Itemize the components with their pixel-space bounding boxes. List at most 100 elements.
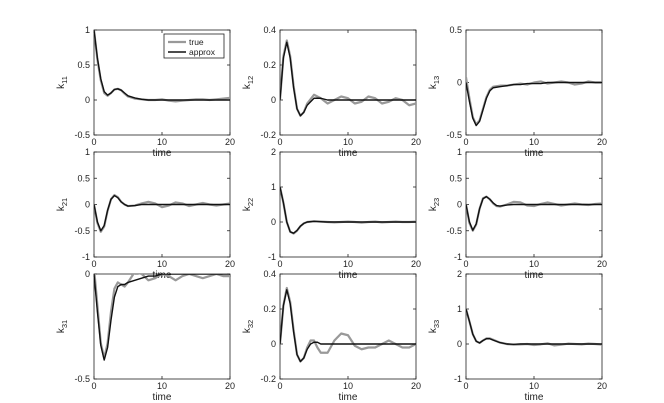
x-tick-label: 10: [529, 259, 539, 269]
y-axis-label: k33: [428, 320, 441, 333]
y-tick-label: 2: [457, 269, 462, 279]
y-tick-label: 1: [457, 147, 462, 157]
y-axis-label-base: k: [242, 205, 253, 211]
y-tick-label: 0: [271, 217, 276, 227]
y-tick-label: 0.2: [263, 60, 276, 70]
series-line-approx: [280, 186, 416, 234]
x-tick-label: 10: [343, 259, 353, 269]
axes-box: [279, 273, 417, 380]
series-line-approx: [280, 289, 416, 363]
y-tick-label: 0: [85, 200, 90, 210]
series-line-approx: [94, 274, 230, 361]
y-axis-label-subscript: 23: [432, 198, 441, 206]
axes-box: [279, 29, 417, 136]
y-axis-label-subscript: 21: [60, 198, 69, 206]
series-line-true: [466, 77, 602, 126]
axes-box: [465, 273, 603, 380]
y-tick-label: 0.2: [263, 304, 276, 314]
x-tick-label: 10: [157, 381, 167, 391]
y-axis-label-base: k: [242, 83, 253, 89]
y-axis-label-base: k: [56, 205, 67, 211]
y-tick-label: -1: [454, 374, 462, 384]
y-axis-label-base: k: [428, 327, 439, 333]
y-tick-label: 1: [457, 304, 462, 314]
y-tick-label: -0.5: [74, 226, 90, 236]
x-axis-label: time: [525, 392, 544, 403]
y-tick-label: -0.5: [74, 374, 90, 384]
y-tick-label: 1: [85, 25, 90, 35]
y-tick-label: 0.5: [449, 25, 462, 35]
series-line-true: [280, 39, 416, 117]
y-tick-label: 1: [271, 182, 276, 192]
series-line-true: [466, 195, 602, 232]
x-tick-label: 20: [597, 259, 607, 269]
series-line-true: [94, 193, 230, 233]
y-tick-label: 0: [457, 78, 462, 88]
x-tick-label: 20: [411, 381, 421, 391]
series-line-true: [94, 274, 230, 360]
x-tick-label: 20: [225, 381, 235, 391]
y-axis-label: k12: [242, 76, 255, 89]
y-tick-label: -0.2: [260, 374, 276, 384]
x-tick-label: 10: [529, 381, 539, 391]
y-axis-label-subscript: 12: [246, 76, 255, 84]
y-axis-label-base: k: [428, 205, 439, 211]
y-axis-label: k32: [242, 320, 255, 333]
series-line-approx: [280, 41, 416, 117]
y-axis-label-base: k: [56, 327, 67, 333]
x-tick-label: 0: [463, 137, 468, 147]
y-axis-label-base: k: [56, 83, 67, 89]
x-tick-label: 0: [277, 381, 282, 391]
x-tick-label: 0: [463, 259, 468, 269]
y-tick-label: 0: [85, 95, 90, 105]
series-line-approx: [94, 30, 230, 101]
x-tick-label: 0: [277, 259, 282, 269]
y-axis-label-subscript: 11: [60, 76, 69, 84]
y-axis-label: k22: [242, 198, 255, 211]
x-axis-label: time: [339, 392, 358, 403]
x-tick-label: 10: [529, 137, 539, 147]
y-axis-label: k23: [428, 198, 441, 211]
y-axis-label: k13: [428, 76, 441, 89]
y-tick-label: 0: [85, 269, 90, 279]
series-line-true: [280, 286, 416, 363]
y-tick-label: 0: [457, 339, 462, 349]
y-tick-label: -0.5: [446, 130, 462, 140]
y-tick-label: -1: [82, 252, 90, 262]
x-tick-label: 0: [91, 137, 96, 147]
y-axis-label: k21: [56, 198, 69, 211]
y-tick-label: 2: [271, 147, 276, 157]
y-tick-label: -1: [268, 252, 276, 262]
series-line-approx: [94, 194, 230, 232]
y-tick-label: 0: [271, 95, 276, 105]
y-tick-label: 1: [85, 147, 90, 157]
y-tick-label: 0: [457, 200, 462, 210]
x-tick-label: 10: [343, 381, 353, 391]
x-tick-label: 20: [225, 137, 235, 147]
y-tick-label: 0.5: [449, 173, 462, 183]
series-line-approx: [466, 308, 602, 346]
y-tick-label: -1: [454, 252, 462, 262]
y-axis-label-subscript: 22: [246, 198, 255, 206]
x-tick-label: 20: [225, 259, 235, 269]
y-axis-label: k11: [56, 76, 69, 89]
x-tick-label: 20: [597, 137, 607, 147]
y-tick-label: 0.5: [77, 173, 90, 183]
y-tick-label: 0.4: [263, 25, 276, 35]
y-axis-label-subscript: 13: [432, 76, 441, 84]
x-tick-label: 0: [91, 381, 96, 391]
series-line-approx: [466, 81, 602, 127]
y-axis-label-subscript: 31: [60, 320, 69, 328]
axes-box: [279, 151, 417, 258]
series-line-true: [466, 308, 602, 347]
x-tick-label: 10: [343, 137, 353, 147]
x-tick-label: 10: [157, 137, 167, 147]
y-tick-label: -0.2: [260, 130, 276, 140]
y-tick-label: 0.4: [263, 269, 276, 279]
